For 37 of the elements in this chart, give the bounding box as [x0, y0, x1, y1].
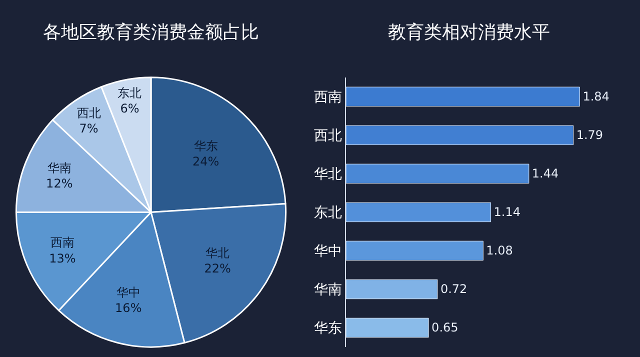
slice-label: 华中 — [116, 286, 140, 300]
slice-label: 西北 — [76, 106, 101, 120]
y-tick-label: 华东 — [314, 320, 342, 337]
bar — [346, 86, 580, 107]
y-tick-label: 西北 — [314, 128, 342, 144]
slice-label: 东北 — [118, 86, 142, 100]
data-label: 16% — [115, 301, 142, 316]
data-label: 13% — [49, 251, 76, 266]
y-tick-label: 西南 — [314, 90, 342, 106]
data-label: 22% — [204, 261, 231, 276]
data-label: 1.14 — [494, 205, 521, 220]
data-label: 0.65 — [432, 320, 458, 335]
bar — [346, 202, 492, 222]
chart-title: 各地区教育类消费金额占比 — [43, 22, 259, 43]
data-label: 1.44 — [532, 166, 559, 181]
bar — [346, 279, 438, 300]
slice-label: 华南 — [47, 161, 72, 176]
data-label: 1.08 — [486, 244, 513, 258]
chart-title: 教育类相对消费水平 — [388, 22, 550, 43]
data-label: 1.84 — [582, 90, 610, 104]
slice-label: 华东 — [194, 139, 218, 154]
data-label: 1.79 — [576, 128, 604, 142]
data-label: 12% — [46, 176, 73, 191]
y-tick-label: 华中 — [314, 244, 342, 260]
data-label: 7% — [79, 121, 98, 136]
y-tick-label: 华南 — [314, 282, 342, 298]
data-label: 24% — [192, 154, 220, 169]
y-tick-label: 东北 — [314, 205, 342, 222]
bar — [346, 240, 484, 261]
bar — [346, 164, 530, 184]
bar — [346, 125, 574, 146]
slice-label: 华北 — [206, 246, 230, 260]
bar — [346, 318, 429, 338]
slice-label: 西南 — [50, 236, 74, 250]
data-label: 6% — [120, 101, 140, 116]
data-label: 0.72 — [440, 282, 468, 296]
y-tick-label: 华北 — [314, 166, 342, 183]
